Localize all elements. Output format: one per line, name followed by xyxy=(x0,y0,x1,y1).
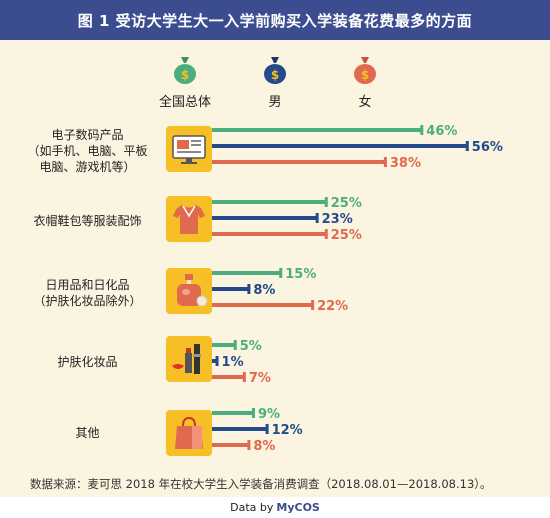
bar-end-tick xyxy=(247,284,251,294)
shirt-icon xyxy=(166,196,212,242)
category-label-electronics: 电子数码产品 （如手机、电脑、平板 电脑、游戏机等） xyxy=(27,128,148,174)
money-bag-icon: $ xyxy=(174,57,196,84)
legend-item-female: $ 女 xyxy=(325,55,405,110)
bar-end-tick xyxy=(279,268,283,278)
page-title: 图 1 受访大学生大一入学前购买入学装备花费最多的方面 xyxy=(0,0,550,40)
bar-female-2 xyxy=(212,303,313,307)
bar-end-tick xyxy=(265,424,269,434)
bar-male-1 xyxy=(212,216,317,220)
svg-text:$: $ xyxy=(361,68,369,82)
bar-total-2 xyxy=(212,271,281,275)
data-label: 15% xyxy=(285,267,316,282)
bar-female-4 xyxy=(212,443,249,447)
legend-label: 女 xyxy=(358,95,372,110)
bar-end-tick xyxy=(233,340,237,350)
bar-end-tick xyxy=(242,372,246,382)
bar-female-0 xyxy=(212,160,385,164)
bar-end-tick xyxy=(251,408,255,418)
data-label: 7% xyxy=(249,371,271,386)
money-bag-icon: $ xyxy=(354,57,376,84)
bar-total-3 xyxy=(212,343,235,347)
footer-brand: MyCOS xyxy=(276,501,320,514)
bar-end-tick xyxy=(311,300,315,310)
data-label: 8% xyxy=(253,283,275,298)
data-label: 25% xyxy=(331,196,362,211)
data-label: 25% xyxy=(331,228,362,243)
bar-total-0 xyxy=(212,128,422,132)
data-label: 1% xyxy=(222,355,244,370)
lipstick-icon xyxy=(166,336,212,382)
data-label: 46% xyxy=(426,124,457,139)
bar-male-0 xyxy=(212,144,467,148)
bar-male-3 xyxy=(212,359,217,363)
bar-end-tick xyxy=(420,125,424,135)
legend-label: 全国总体 xyxy=(158,95,211,110)
bar-total-4 xyxy=(212,411,253,415)
bar-end-tick xyxy=(324,197,328,207)
data-label: 38% xyxy=(390,156,421,171)
footer-prefix: Data by xyxy=(230,501,274,514)
data-label: 9% xyxy=(258,407,280,422)
data-label: 5% xyxy=(240,339,262,354)
data-label: 56% xyxy=(472,140,503,155)
bar-end-tick xyxy=(383,157,387,167)
svg-text:$: $ xyxy=(271,68,279,82)
footer-credit: Data by MyCOS xyxy=(0,497,550,518)
bar-male-4 xyxy=(212,427,267,431)
bar-end-tick xyxy=(247,440,251,450)
bar-end-tick xyxy=(324,229,328,239)
bar-male-2 xyxy=(212,287,249,291)
svg-text:$: $ xyxy=(181,68,189,82)
source-note: 数据来源：麦可思 2018 年在校大学生入学装备消费调查（2018.08.01—… xyxy=(30,477,492,491)
data-label: 22% xyxy=(317,299,348,314)
data-label: 23% xyxy=(322,212,353,227)
category-label-cosmetics: 护肤化妆品 xyxy=(57,355,118,369)
category-label-daily-goods: 日用品和日化品 （护肤化妆品除外） xyxy=(33,278,142,308)
computer-monitor-icon xyxy=(166,126,212,172)
legend-item-total: $ 全国总体 xyxy=(145,55,225,110)
data-label: 8% xyxy=(253,439,275,454)
legend-label: 男 xyxy=(268,95,282,110)
data-label: 12% xyxy=(272,423,303,438)
bar-end-tick xyxy=(465,141,469,151)
bar-end-tick xyxy=(315,213,319,223)
money-bag-icon: $ xyxy=(264,57,286,84)
bar-female-1 xyxy=(212,232,326,236)
category-label-other: 其他 xyxy=(75,426,100,440)
bar-total-1 xyxy=(212,200,326,204)
shopping-bag-icon xyxy=(166,410,212,456)
perfume-bottle-icon xyxy=(166,268,212,314)
bar-end-tick xyxy=(215,356,219,366)
bar-female-3 xyxy=(212,375,244,379)
category-label-clothing: 衣帽鞋包等服装配饰 xyxy=(33,214,142,228)
legend-item-male: $ 男 xyxy=(235,55,315,110)
